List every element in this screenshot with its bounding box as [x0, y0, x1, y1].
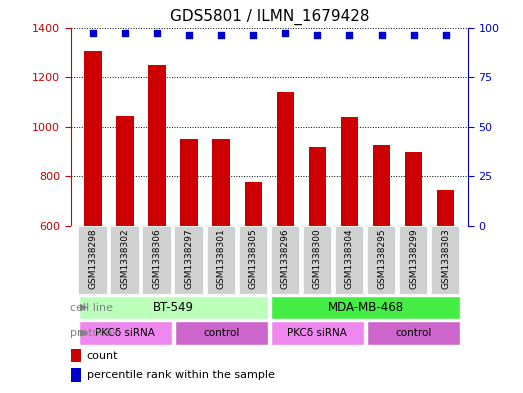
Bar: [303, 226, 332, 295]
Bar: [437, 190, 454, 375]
Bar: [277, 92, 294, 375]
Bar: [207, 226, 236, 295]
Bar: [335, 226, 364, 295]
Bar: [212, 139, 230, 375]
Text: GSM1338300: GSM1338300: [313, 229, 322, 289]
Text: count: count: [86, 351, 118, 361]
Bar: [175, 226, 204, 295]
Bar: [78, 321, 172, 345]
Bar: [271, 321, 364, 345]
Text: cell line: cell line: [70, 303, 113, 312]
Text: GSM1338298: GSM1338298: [88, 229, 98, 289]
Point: [185, 32, 194, 39]
Bar: [367, 226, 396, 295]
Bar: [142, 226, 172, 295]
Point: [89, 30, 97, 37]
Point: [441, 32, 450, 39]
Bar: [271, 296, 460, 319]
Point: [378, 32, 386, 39]
Text: GSM1338306: GSM1338306: [153, 229, 162, 289]
Bar: [238, 226, 268, 295]
Bar: [116, 116, 134, 375]
Bar: [373, 145, 390, 375]
Text: GSM1338304: GSM1338304: [345, 229, 354, 289]
Bar: [175, 321, 268, 345]
Bar: [78, 296, 268, 319]
Text: control: control: [395, 328, 432, 338]
Bar: [309, 147, 326, 375]
Point: [281, 30, 290, 37]
Bar: [180, 139, 198, 375]
Text: BT-549: BT-549: [153, 301, 194, 314]
Point: [121, 30, 129, 37]
Point: [153, 30, 161, 37]
Point: [217, 32, 225, 39]
Bar: [84, 51, 102, 375]
Text: GSM1338297: GSM1338297: [185, 229, 194, 289]
Text: MDA-MB-468: MDA-MB-468: [327, 301, 404, 314]
Bar: [405, 152, 423, 375]
Bar: [110, 226, 140, 295]
Bar: [399, 226, 428, 295]
Bar: [78, 226, 108, 295]
Text: GSM1338303: GSM1338303: [441, 229, 450, 289]
Text: percentile rank within the sample: percentile rank within the sample: [86, 370, 275, 380]
Point: [410, 32, 418, 39]
Text: GSM1338301: GSM1338301: [217, 229, 226, 289]
Text: control: control: [203, 328, 240, 338]
Bar: [431, 226, 460, 295]
Text: GSM1338296: GSM1338296: [281, 229, 290, 289]
Bar: [244, 182, 262, 375]
Title: GDS5801 / ILMN_1679428: GDS5801 / ILMN_1679428: [169, 9, 369, 25]
Bar: [71, 368, 81, 382]
Text: GSM1338295: GSM1338295: [377, 229, 386, 289]
Text: GSM1338305: GSM1338305: [249, 229, 258, 289]
Bar: [340, 117, 358, 375]
Text: GSM1338299: GSM1338299: [409, 229, 418, 289]
Text: protocol: protocol: [70, 328, 115, 338]
Text: PKCδ siRNA: PKCδ siRNA: [95, 328, 155, 338]
Point: [249, 32, 257, 39]
Point: [345, 32, 354, 39]
Text: GSM1338302: GSM1338302: [121, 229, 130, 289]
Bar: [149, 65, 166, 375]
Point: [313, 32, 322, 39]
Bar: [367, 321, 460, 345]
Text: PKCδ siRNA: PKCδ siRNA: [288, 328, 347, 338]
Bar: [270, 226, 300, 295]
Bar: [71, 349, 81, 362]
